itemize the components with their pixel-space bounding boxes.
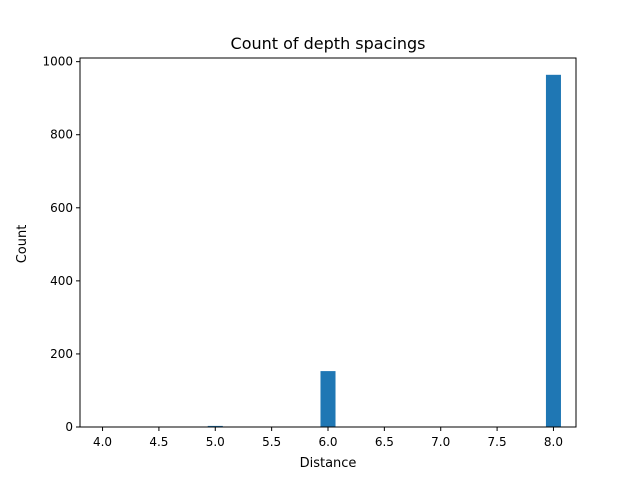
x-ticks-group: 4.0 4.5 5.0 5.5 6.0 6.5 7.0 7.5 8.0: [93, 427, 563, 449]
y-tick-label: 400: [50, 274, 73, 288]
y-tick-label: 1000: [42, 55, 73, 69]
histogram-bar: [545, 74, 561, 427]
y-tick-label: 0: [65, 420, 73, 434]
x-tick-label: 4.5: [149, 435, 168, 449]
x-tick-label: 6.5: [375, 435, 394, 449]
x-axis-label: Distance: [300, 456, 357, 471]
x-tick-label: 7.0: [431, 435, 450, 449]
x-tick-label: 7.5: [488, 435, 507, 449]
x-tick-label: 8.0: [544, 435, 563, 449]
histogram-bar: [207, 425, 223, 427]
x-tick-label: 5.0: [206, 435, 225, 449]
x-tick-label: 6.0: [318, 435, 337, 449]
x-tick-label: 4.0: [93, 435, 112, 449]
bars-group: [95, 74, 561, 428]
histogram-bar: [320, 371, 336, 427]
y-tick-label: 200: [50, 347, 73, 361]
axes-frame: [79, 57, 577, 428]
x-tick-label: 5.5: [262, 435, 281, 449]
y-tick-label: 800: [50, 128, 73, 142]
y-tick-label: 600: [50, 201, 73, 215]
y-ticks-group: 0 200 400 600 800 1000: [42, 55, 80, 434]
y-axis-label: Count: [15, 225, 30, 264]
chart-title: Count of depth spacings: [231, 34, 426, 53]
